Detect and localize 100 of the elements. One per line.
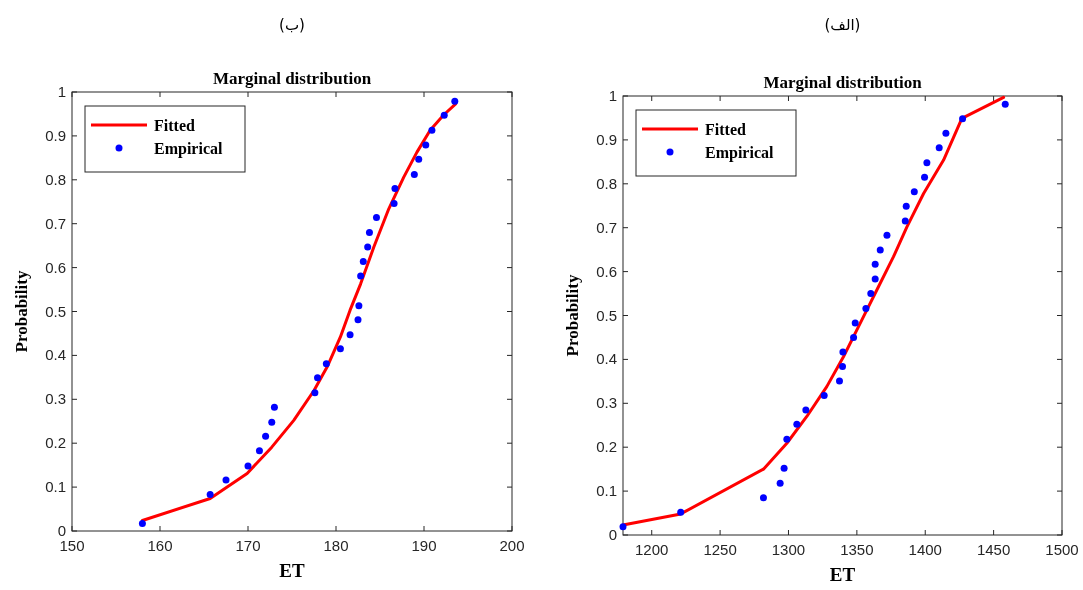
point xyxy=(268,418,276,426)
point xyxy=(322,360,330,368)
chart-title: Marginal distribution xyxy=(212,69,372,88)
y-tick-label: 0.7 xyxy=(45,214,66,232)
x-tick-label: 190 xyxy=(411,537,437,554)
point xyxy=(365,228,373,236)
point xyxy=(835,377,843,385)
point xyxy=(902,202,910,210)
y-tick-label: 0.1 xyxy=(45,478,66,496)
y-tick-label: 0.9 xyxy=(45,126,66,144)
point xyxy=(901,217,909,225)
point xyxy=(839,362,846,370)
point xyxy=(314,374,322,382)
point xyxy=(876,246,884,254)
y-tick-label: 0.2 xyxy=(45,434,66,452)
y-tick-label: 0.4 xyxy=(596,350,617,368)
point xyxy=(839,348,847,356)
x-tick-label: 1300 xyxy=(771,541,806,558)
point xyxy=(935,144,943,152)
y-tick-label: 0.7 xyxy=(596,218,617,236)
point xyxy=(802,406,810,414)
legend-label: Fitted xyxy=(705,121,746,138)
point xyxy=(959,115,967,123)
y-tick-label: 0.5 xyxy=(45,302,66,320)
x-tick-label: 170 xyxy=(235,537,261,554)
y-axis-title: Probability xyxy=(12,270,31,353)
y-axis-title: Probability xyxy=(563,274,582,357)
point xyxy=(776,479,784,487)
y-tick-label: 0 xyxy=(57,522,66,539)
y-tick-label: 0.1 xyxy=(596,482,617,500)
x-tick-label: 1450 xyxy=(976,541,1011,558)
point xyxy=(910,188,918,196)
x-tick-label: 200 xyxy=(499,537,525,554)
point xyxy=(311,389,319,397)
point xyxy=(372,214,380,222)
point xyxy=(222,476,230,484)
point xyxy=(850,333,858,341)
point xyxy=(820,391,828,399)
y-tick-label: 0.8 xyxy=(596,174,617,192)
point xyxy=(357,272,365,280)
y-tick-label: 0.6 xyxy=(596,262,617,280)
y-tick-label: 0.6 xyxy=(45,258,66,276)
y-tick-label: 0.3 xyxy=(596,394,617,412)
point xyxy=(422,141,430,149)
point xyxy=(410,171,418,179)
y-tick-label: 1 xyxy=(57,83,66,100)
point xyxy=(428,126,436,134)
point xyxy=(759,494,767,502)
y-tick-label: 0.8 xyxy=(45,170,66,188)
point xyxy=(942,129,950,137)
point xyxy=(1001,100,1009,108)
point xyxy=(780,464,788,472)
x-tick-label: 1400 xyxy=(908,541,942,558)
chart-title: Marginal distribution xyxy=(763,73,923,92)
point xyxy=(336,345,344,353)
x-tick-label: 160 xyxy=(147,537,173,554)
point xyxy=(883,231,891,239)
point xyxy=(793,420,801,428)
point xyxy=(867,290,875,298)
x-tick-label: 1200 xyxy=(635,541,669,558)
point xyxy=(783,435,791,443)
point xyxy=(415,155,423,163)
point xyxy=(138,520,146,528)
point xyxy=(255,447,263,455)
point xyxy=(391,185,399,193)
x-tick-label: 1250 xyxy=(703,541,737,558)
x-axis-title: ET xyxy=(829,564,856,585)
point xyxy=(923,159,931,167)
point xyxy=(206,491,214,499)
x-tick-label: 180 xyxy=(323,537,349,554)
point xyxy=(262,432,270,440)
legend-label: Empirical xyxy=(705,144,774,162)
point xyxy=(244,462,252,470)
legend-label: Empirical xyxy=(154,140,223,158)
point xyxy=(871,275,879,283)
y-tick-label: 0.4 xyxy=(45,346,66,364)
point xyxy=(851,319,859,327)
y-tick-label: 0 xyxy=(608,526,617,543)
point xyxy=(619,523,627,531)
x-tick-label: 1500 xyxy=(1045,541,1079,558)
point xyxy=(871,260,879,268)
point xyxy=(440,111,448,119)
point xyxy=(451,97,459,105)
y-tick-label: 0.5 xyxy=(596,306,617,324)
point xyxy=(359,257,367,265)
y-tick-label: 0.2 xyxy=(596,438,617,456)
point xyxy=(862,304,870,312)
chart-subtitle: (الف) xyxy=(824,16,861,34)
point xyxy=(390,200,398,208)
x-axis-title: ET xyxy=(279,560,305,581)
point xyxy=(364,243,372,251)
point xyxy=(921,173,929,181)
y-tick-label: 0.3 xyxy=(45,390,66,408)
point xyxy=(346,331,354,339)
legend-label: Fitted xyxy=(154,117,195,134)
y-tick-label: 1 xyxy=(608,87,617,104)
point xyxy=(677,508,685,516)
point xyxy=(270,403,278,411)
x-tick-label: 150 xyxy=(59,537,85,554)
chart-subtitle: (ب) xyxy=(279,16,305,34)
